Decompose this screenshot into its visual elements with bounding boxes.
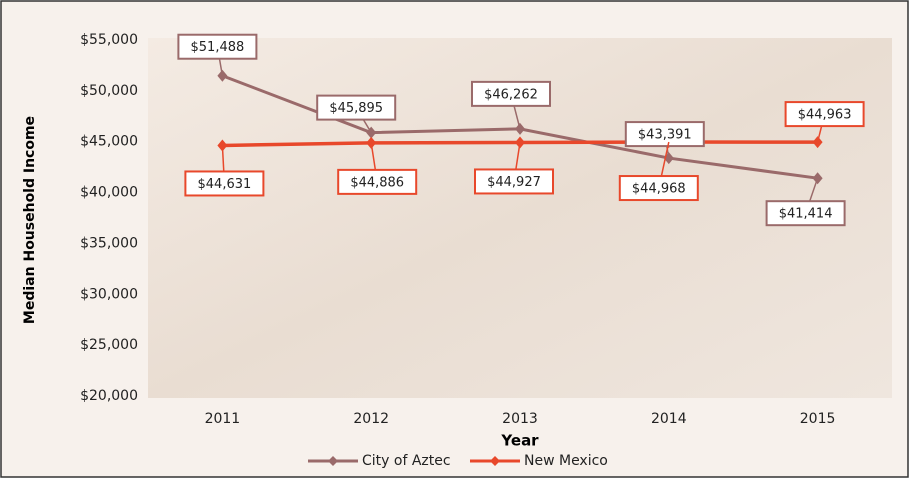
- y-tick-label: $35,000: [80, 235, 138, 251]
- x-tick-label: 2013: [502, 411, 538, 427]
- label-box: [765, 200, 846, 227]
- legend-label: New Mexico: [524, 453, 608, 469]
- data-label: $45,895: [329, 101, 383, 116]
- label-box: [337, 168, 418, 195]
- y-tick-label: $50,000: [80, 83, 138, 99]
- y-axis-label: Median Household Income: [22, 116, 38, 324]
- data-label: $51,488: [191, 40, 245, 55]
- y-tick-label: $25,000: [80, 337, 138, 353]
- x-tick-label: 2011: [205, 411, 241, 427]
- label-box: [177, 33, 258, 60]
- legend-marker: [490, 456, 500, 466]
- y-tick-label: $30,000: [80, 286, 138, 302]
- data-label: $44,631: [198, 177, 252, 192]
- legend-marker: [328, 456, 338, 466]
- label-box: [184, 170, 265, 197]
- data-label: $44,886: [350, 175, 404, 190]
- x-axis-label: Year: [500, 432, 539, 450]
- data-label: $46,262: [484, 87, 538, 102]
- label-box: [316, 94, 397, 121]
- y-tick-label: $55,000: [80, 32, 138, 48]
- label-box: [624, 121, 705, 148]
- label-box: [474, 168, 554, 195]
- y-tick-label: $45,000: [80, 134, 138, 150]
- legend-label: City of Aztec: [362, 453, 451, 469]
- data-label: $43,391: [638, 128, 692, 143]
- x-tick-label: 2012: [353, 411, 389, 427]
- data-label: $41,414: [779, 207, 833, 222]
- label-box: [471, 80, 551, 107]
- x-tick-label: 2014: [651, 411, 687, 427]
- y-tick-label: $40,000: [80, 185, 138, 201]
- data-label: $44,963: [798, 108, 852, 123]
- label-box: [784, 101, 865, 128]
- label-box: [618, 175, 699, 202]
- data-label: $44,968: [632, 182, 686, 197]
- y-tick-label: $20,000: [80, 388, 138, 404]
- data-label: $44,927: [487, 175, 541, 190]
- x-tick-label: 2015: [800, 411, 836, 427]
